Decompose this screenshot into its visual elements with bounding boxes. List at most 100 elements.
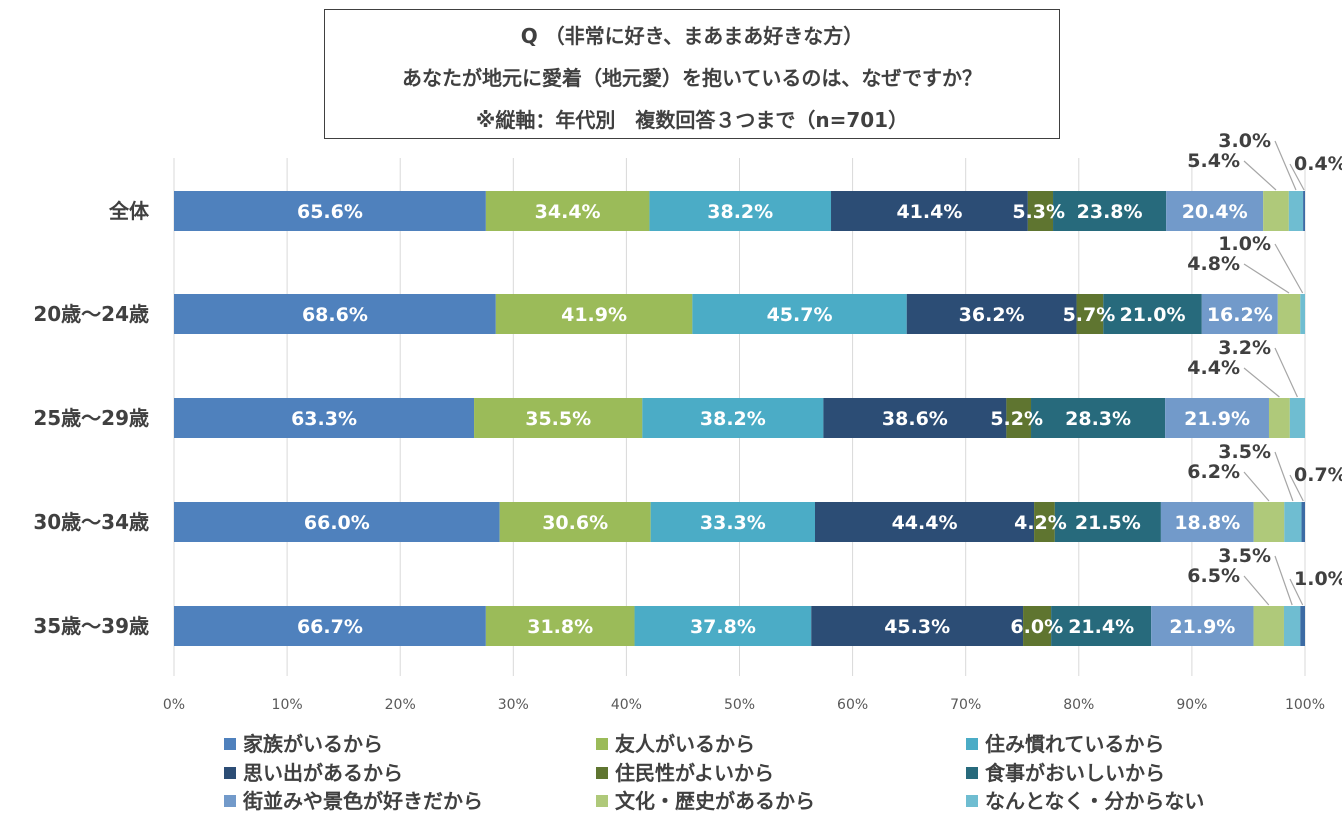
x-tick-label: 0% bbox=[163, 697, 185, 713]
data-label-callout: 3.0% bbox=[1218, 130, 1271, 152]
bar-segment bbox=[1300, 606, 1305, 646]
x-tick-label: 50% bbox=[724, 697, 755, 713]
callout-leader-line bbox=[1243, 263, 1290, 294]
callout-leader-line bbox=[1274, 347, 1298, 398]
legend-label: 街並みや景色が好きだから bbox=[242, 789, 483, 813]
data-label: 21.0% bbox=[1120, 304, 1186, 326]
legend-swatch bbox=[596, 795, 608, 807]
data-label: 35.5% bbox=[525, 408, 591, 430]
bar-segment bbox=[1160, 502, 1254, 542]
data-label-callout: 5.4% bbox=[1187, 150, 1240, 172]
bar-segment bbox=[1006, 398, 1032, 438]
data-label-callout: 4.4% bbox=[1187, 357, 1240, 379]
data-label-callout: 0.7% bbox=[1294, 464, 1342, 486]
bar-segment bbox=[1253, 502, 1285, 542]
legend-label: 家族がいるから bbox=[243, 732, 383, 756]
data-label: 63.3% bbox=[291, 408, 357, 430]
x-tick-label: 80% bbox=[1063, 697, 1094, 713]
data-label-callout: 1.0% bbox=[1218, 233, 1271, 255]
bar-segment bbox=[906, 294, 1077, 334]
bar-segment bbox=[1076, 294, 1104, 334]
chart-title-line-1: Q （非常に好き、まあまあ好きな方） bbox=[520, 24, 864, 48]
bar-segment bbox=[1289, 398, 1305, 438]
category-label: 25歳〜29歳 bbox=[33, 406, 149, 430]
bar-segment bbox=[499, 502, 651, 542]
legend-label: 思い出があるから bbox=[243, 761, 403, 785]
legend-label: 住み慣れているから bbox=[985, 732, 1164, 756]
x-tick-label: 20% bbox=[385, 697, 416, 713]
bar-segment bbox=[1283, 606, 1301, 646]
data-label: 16.2% bbox=[1207, 304, 1273, 326]
bar-segment bbox=[1053, 191, 1167, 231]
bar-segment bbox=[1263, 191, 1289, 231]
legend-swatch bbox=[966, 738, 978, 750]
bar-segment bbox=[1151, 606, 1254, 646]
data-label: 28.3% bbox=[1065, 408, 1131, 430]
bar-segment bbox=[174, 398, 475, 438]
bar-segment bbox=[1103, 294, 1202, 334]
data-label: 23.8% bbox=[1077, 201, 1143, 223]
bar-segment bbox=[1027, 191, 1054, 231]
bar-segment bbox=[1300, 294, 1305, 334]
legend-swatch bbox=[966, 767, 978, 779]
data-label-callout: 6.5% bbox=[1187, 565, 1240, 587]
data-label: 65.6% bbox=[297, 201, 363, 223]
legend-swatch bbox=[224, 767, 236, 779]
bar-segment bbox=[485, 191, 650, 231]
bar-segment bbox=[1051, 606, 1152, 646]
data-label: 31.8% bbox=[527, 616, 593, 638]
bar-segment bbox=[1034, 502, 1055, 542]
data-label: 21.5% bbox=[1075, 512, 1141, 534]
data-label: 5.7% bbox=[1063, 304, 1116, 326]
chart-title-line-3: ※縦軸：年代別 複数回答３つまで（n=701） bbox=[475, 108, 909, 132]
data-label-callout: 6.2% bbox=[1187, 461, 1240, 483]
legend-label: 文化・歴史があるから bbox=[615, 789, 815, 813]
data-label: 38.2% bbox=[700, 408, 766, 430]
legend-swatch bbox=[966, 795, 978, 807]
data-label: 21.4% bbox=[1068, 616, 1134, 638]
callout-leader-line bbox=[1274, 243, 1304, 294]
data-label: 4.2% bbox=[1014, 512, 1067, 534]
bar-segment bbox=[642, 398, 824, 438]
bar-segment bbox=[1031, 398, 1166, 438]
callout-leader-line bbox=[1289, 578, 1304, 606]
bar-segment bbox=[1268, 398, 1290, 438]
bar-segment bbox=[1288, 191, 1304, 231]
chart-title-line-2: あなたが地元に愛着（地元愛）を抱いているのは、なぜですか？ bbox=[402, 66, 982, 90]
bar-segment bbox=[174, 606, 486, 646]
callout-leader-line bbox=[1243, 471, 1270, 502]
callout-leader-line bbox=[1274, 140, 1297, 191]
data-label-callout: 0.4% bbox=[1294, 153, 1342, 175]
data-label: 18.8% bbox=[1174, 512, 1240, 534]
bar-segment bbox=[1201, 294, 1278, 334]
bar-segment bbox=[1165, 398, 1269, 438]
bar-segment bbox=[823, 398, 1007, 438]
x-tick-label: 30% bbox=[498, 697, 529, 713]
bar-segment bbox=[650, 502, 815, 542]
callout-leader-line bbox=[1289, 163, 1305, 191]
callout-leader-line bbox=[1274, 451, 1294, 502]
legend-label: 友人がいるから bbox=[615, 732, 755, 756]
callout-leader-line bbox=[1274, 555, 1293, 606]
data-label-callout: 3.2% bbox=[1218, 337, 1271, 359]
data-label: 66.7% bbox=[297, 616, 363, 638]
data-label-callout: 3.5% bbox=[1218, 545, 1271, 567]
x-tick-label: 10% bbox=[272, 697, 303, 713]
bar-segment bbox=[692, 294, 907, 334]
x-tick-label: 70% bbox=[950, 697, 981, 713]
x-tick-label: 60% bbox=[837, 697, 868, 713]
category-label: 全体 bbox=[108, 199, 150, 223]
data-label: 41.4% bbox=[896, 201, 962, 223]
legend-label: 食事がおいしいから bbox=[985, 761, 1165, 785]
x-tick-label: 100% bbox=[1285, 697, 1325, 713]
data-label: 68.6% bbox=[302, 304, 368, 326]
bar-segment bbox=[174, 191, 486, 231]
data-label: 37.8% bbox=[690, 616, 756, 638]
callout-leader-line bbox=[1289, 474, 1304, 502]
legend-swatch bbox=[224, 738, 236, 750]
bar-segment bbox=[1023, 606, 1052, 646]
bar-segment bbox=[1253, 606, 1284, 646]
data-label: 36.2% bbox=[959, 304, 1025, 326]
x-tick-label: 90% bbox=[1176, 697, 1207, 713]
